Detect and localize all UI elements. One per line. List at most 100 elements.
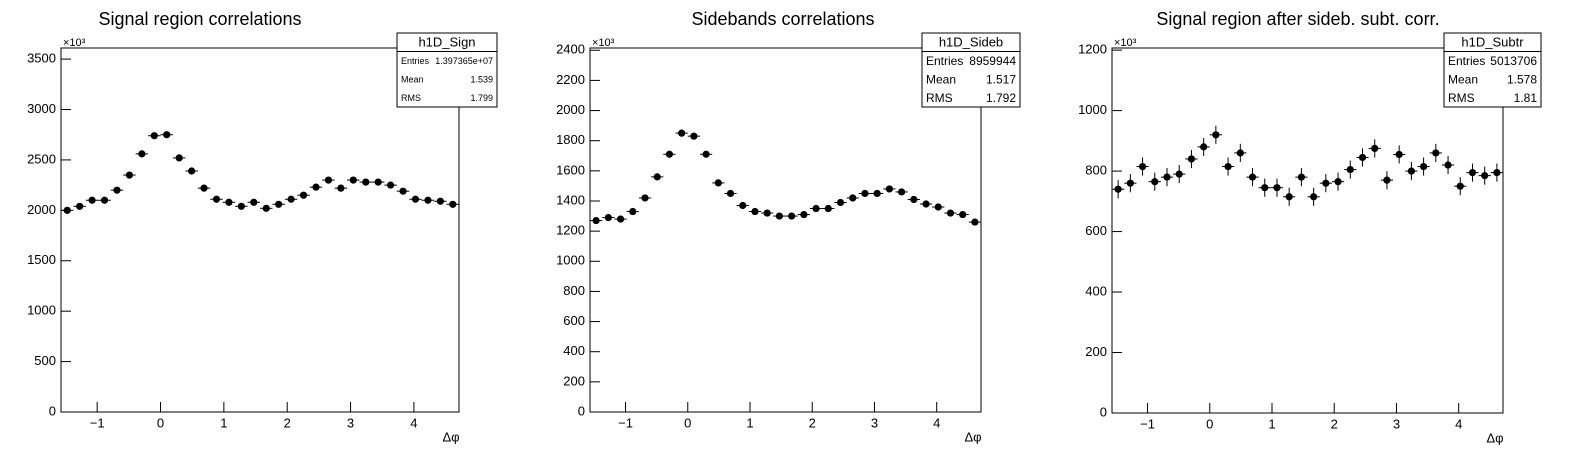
data-point <box>1468 168 1477 177</box>
data-point <box>324 176 333 184</box>
stats-value: 1.792 <box>986 91 1016 105</box>
x-tick-label: 0 <box>1206 416 1213 431</box>
frame <box>60 47 460 413</box>
y-tick-label: 800 <box>1085 163 1107 178</box>
x-tick-label: 4 <box>410 415 417 430</box>
data-point <box>1322 179 1330 187</box>
data-point <box>714 179 722 187</box>
y-tick-label: 400 <box>563 343 585 358</box>
frame <box>1111 47 1504 414</box>
stats-box <box>921 32 1021 108</box>
data-point <box>200 184 208 192</box>
data-point <box>922 200 930 208</box>
data-point <box>449 200 457 208</box>
data-point <box>1175 170 1183 178</box>
data-point <box>604 213 612 222</box>
data-point <box>1456 182 1464 190</box>
y-tick-label: 600 <box>1085 223 1107 238</box>
data-point <box>946 209 955 217</box>
data-point <box>665 150 674 158</box>
data-point <box>690 132 698 140</box>
y-tick-label: 0 <box>49 403 56 418</box>
data-point <box>678 129 686 137</box>
y-tick-label: 800 <box>563 283 585 298</box>
x-tick-label: 1 <box>746 415 753 430</box>
data-point <box>836 198 845 207</box>
data-point <box>1114 185 1122 193</box>
y-multiplier: ×10³ <box>1114 37 1137 49</box>
data-point <box>113 186 121 194</box>
data-point <box>299 191 308 199</box>
chart-title: Sidebands correlations <box>691 9 874 29</box>
data-point <box>1285 193 1293 201</box>
stats-label: Entries <box>401 56 430 66</box>
data-point <box>76 202 84 210</box>
data-point <box>1358 153 1367 162</box>
data-point <box>1395 150 1403 159</box>
frame <box>589 47 982 413</box>
data-point <box>1248 173 1257 181</box>
data-point <box>897 188 906 196</box>
y-tick-label: 400 <box>1085 283 1107 298</box>
data-point <box>212 195 221 203</box>
y-multiplier: ×10³ <box>592 37 615 49</box>
data-point <box>861 189 869 198</box>
data-point <box>1163 173 1171 181</box>
stats-label: RMS <box>1448 91 1475 105</box>
data-point <box>287 195 295 203</box>
chart-title: Signal region correlations <box>98 9 301 29</box>
stats-name: h1D_Subtr <box>1461 35 1524 50</box>
y-tick-label: 1600 <box>556 162 585 177</box>
data-point <box>1224 162 1232 171</box>
data-point <box>337 184 345 192</box>
data-point <box>1126 179 1134 187</box>
x-axis-label: Δφ <box>1486 430 1503 445</box>
y-tick-label: 2400 <box>556 42 585 57</box>
x-tick-label: 1 <box>220 415 227 430</box>
data-point <box>726 189 735 198</box>
y-tick-label: 600 <box>563 313 585 328</box>
data-point <box>1334 178 1342 186</box>
stats-name: h1D_Sideb <box>939 35 1003 50</box>
data-point <box>788 212 796 220</box>
data-point <box>1273 184 1281 192</box>
data-point <box>763 209 771 217</box>
y-tick-label: 1200 <box>1078 42 1107 57</box>
data-point <box>1200 143 1208 151</box>
data-point <box>374 178 382 186</box>
y-tick-label: 3000 <box>27 101 56 116</box>
data-point <box>262 204 270 212</box>
stats-label: RMS <box>926 91 953 105</box>
data-point <box>362 178 370 186</box>
x-tick-label: 4 <box>933 415 940 430</box>
x-axis-label: Δφ <box>964 429 981 444</box>
y-tick-label: 2000 <box>556 102 585 117</box>
stats-value: 8959944 <box>969 54 1016 68</box>
x-tick-label: 0 <box>684 415 691 430</box>
stats-box <box>1443 32 1542 108</box>
data-point <box>436 197 444 205</box>
stats-value: 1.578 <box>1507 72 1537 86</box>
data-point <box>63 206 71 214</box>
data-point <box>138 150 146 158</box>
y-tick-label: 2500 <box>27 151 56 166</box>
y-tick-label: 1400 <box>556 192 585 207</box>
y-tick-label: 2200 <box>556 72 585 87</box>
x-tick-label: 0 <box>157 415 164 430</box>
data-point <box>1212 131 1220 139</box>
stats-value: 1.397365e+07 <box>435 56 493 66</box>
data-point <box>592 216 600 225</box>
data-point <box>225 198 233 206</box>
data-point <box>885 185 893 193</box>
stats-box <box>396 32 498 108</box>
y-tick-label: 1000 <box>1078 102 1107 117</box>
data-point <box>616 215 625 223</box>
x-tick-label: 1 <box>1268 416 1275 431</box>
data-point <box>739 201 747 210</box>
data-point <box>934 203 942 211</box>
data-point <box>959 210 967 219</box>
data-point <box>653 173 661 181</box>
data-point <box>125 171 134 179</box>
data-point <box>411 195 420 203</box>
